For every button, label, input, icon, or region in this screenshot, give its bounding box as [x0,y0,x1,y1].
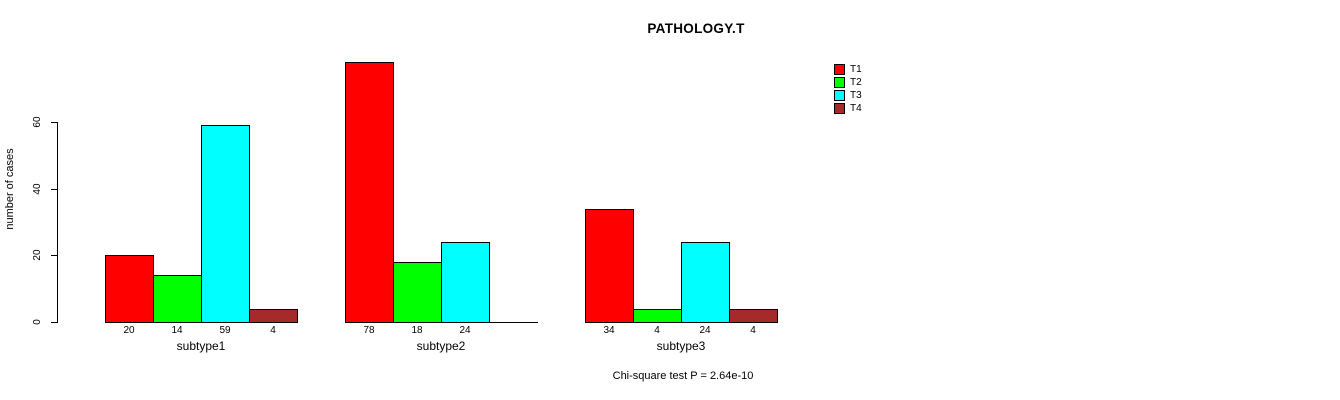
bar-value-label: 78 [363,325,375,336]
bar-value-label: 59 [219,325,231,336]
y-axis-tick [51,122,57,123]
bar-t1-subtype2 [345,62,394,323]
y-axis-label: number of cases [4,148,16,230]
legend-color-swatch-t2 [834,77,845,88]
bar-value-label: 4 [270,325,276,336]
legend-label-t3: T3 [850,90,862,101]
bar-t2-subtype3 [633,309,682,323]
bar-t2-subtype2 [393,262,442,323]
y-axis-tick-label: 0 [32,319,43,325]
legend-color-swatch-t3 [834,90,845,101]
chi-square-annotation: Chi-square test P = 2.64e-10 [612,370,754,382]
bar-value-label: 24 [459,325,471,336]
category-label-subtype1: subtype1 [176,339,226,353]
y-axis-tick-label: 20 [32,249,43,261]
bar-value-label: 20 [123,325,135,336]
bar-t3-subtype3 [681,242,730,323]
bar-t3-subtype2 [441,242,490,323]
bar-t2-subtype1 [153,275,202,323]
bar-value-label: 24 [699,325,711,336]
legend-label-t4: T4 [850,103,862,114]
bar-value-label: 18 [411,325,423,336]
bar-t3-subtype1 [201,125,250,323]
category-label-subtype2: subtype2 [416,339,466,353]
y-axis-tick [51,189,57,190]
y-axis-tick [51,322,57,323]
y-axis-tick-label: 40 [32,183,43,195]
bar-t4-subtype1 [249,309,298,323]
bar-value-label: 34 [603,325,615,336]
y-axis-line [57,122,58,323]
bar-t1-subtype3 [585,209,634,323]
bar-t4-subtype3 [729,309,778,323]
legend-label-t2: T2 [850,77,862,88]
y-axis-tick-label: 60 [32,116,43,128]
bar-t1-subtype1 [105,255,154,323]
legend-color-swatch-t4 [834,103,845,114]
bar-value-label: 4 [750,325,756,336]
bar-zero-line [489,322,538,323]
legend-color-swatch-t1 [834,64,845,75]
y-axis-tick [51,255,57,256]
category-label-subtype3: subtype3 [656,339,706,353]
chart-title: PATHOLOGY.T [647,21,745,36]
legend-label-t1: T1 [850,64,862,75]
bar-value-label: 14 [171,325,183,336]
bar-value-label: 4 [654,325,660,336]
